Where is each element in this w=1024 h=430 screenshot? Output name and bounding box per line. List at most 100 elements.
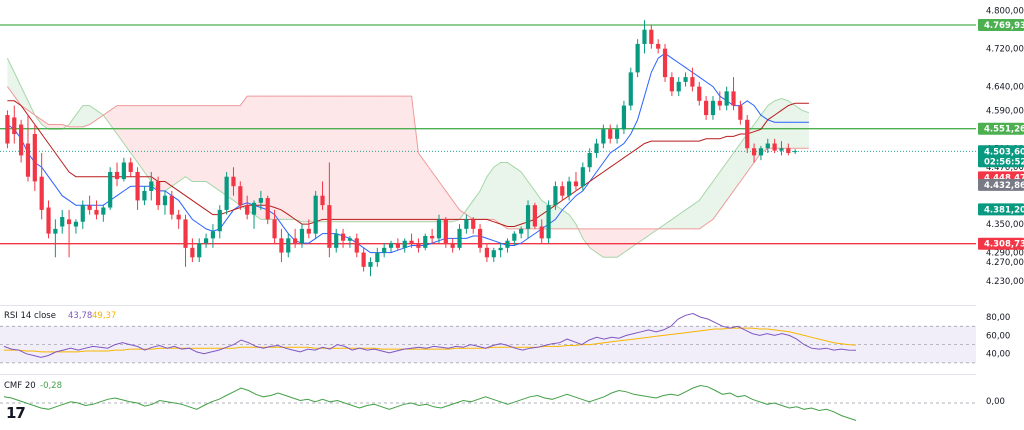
cloud-segment (103, 110, 111, 125)
price-label-subtext: 02:56:52 (984, 157, 1024, 167)
price-tick-label: 4.800,00 (986, 7, 1024, 17)
candle-body (108, 171, 113, 208)
candle-body (745, 119, 750, 149)
candle-body (704, 100, 709, 116)
candle-body (25, 143, 31, 177)
candle-body (12, 117, 17, 135)
candle-body (375, 252, 380, 263)
candle-body (409, 240, 414, 244)
candle-body (203, 238, 209, 244)
candle-body (786, 148, 791, 153)
candle-body (265, 198, 270, 220)
candle-body (416, 243, 421, 248)
candle-body (614, 129, 620, 139)
candle-body (340, 233, 346, 241)
cloud-segment (692, 200, 700, 229)
price-axis-labels: 4.769,93 4.551,26 4.308,73 4.503,6002:56:52… (978, 19, 1024, 250)
cloud-segment (486, 167, 494, 220)
cloud-segment (281, 96, 289, 220)
candle-body (484, 247, 490, 258)
candle-body (567, 181, 572, 196)
cloud-segment (493, 162, 501, 225)
cmf-line (3, 384, 857, 421)
level-label-text: 4.308,73 (984, 240, 1024, 250)
candle-body (32, 134, 37, 182)
cloud-segment (329, 96, 337, 222)
price-label-text: 4.432,86 (984, 181, 1024, 191)
cloud-segment (562, 209, 570, 229)
candle-body (128, 162, 133, 172)
rsi-panel: 80,00 60,00 40,00 (0, 312, 1010, 364)
candle-body (628, 72, 633, 106)
candle-body (169, 195, 174, 215)
cloud-segment (158, 105, 165, 191)
base-line (7, 100, 809, 227)
candle-body (73, 221, 79, 227)
candle-body (94, 209, 99, 215)
candle-body (142, 190, 147, 201)
horizontal-levels[interactable] (0, 24, 976, 245)
candle-body (39, 176, 44, 210)
level-label-text: 4.551,26 (984, 125, 1024, 135)
cloud-segment (151, 105, 159, 191)
candle-body (238, 186, 243, 206)
candle-body (197, 243, 202, 258)
cloud-segment (144, 105, 152, 182)
candle-body (601, 129, 606, 144)
candle-body (505, 240, 510, 248)
price-label-box (978, 203, 1024, 216)
candle-body (121, 162, 126, 180)
cloud-segment (75, 105, 83, 127)
price-tick-label: 4.270,00 (986, 258, 1024, 268)
cmf-zero-label: 0,00 (986, 397, 1005, 407)
candle-body (676, 81, 681, 92)
candle-body (793, 151, 798, 153)
candle-body (751, 148, 757, 156)
price-tick-label: 4.350,00 (986, 220, 1024, 230)
cloud-segment (473, 190, 481, 220)
candle-body (587, 153, 592, 168)
cloud-segment (363, 96, 371, 222)
candle-body (519, 228, 524, 234)
candle-body (231, 176, 236, 187)
cloud-segment (349, 96, 357, 222)
candle-body (354, 238, 359, 253)
candle-body (471, 219, 476, 229)
candle-body (183, 219, 188, 248)
candle-body (560, 186, 565, 196)
candle-body (772, 143, 777, 151)
cloud-segment (82, 105, 90, 127)
candle-body (662, 48, 668, 78)
candle-body (306, 228, 311, 234)
candle-body (320, 195, 325, 206)
ichimoku-cloud (6, 57, 810, 258)
candle-body (642, 29, 647, 44)
cloud-segment (14, 72, 22, 106)
cmf-title: CMF 20 (4, 381, 36, 391)
candle-body (156, 181, 161, 206)
candle-body (60, 217, 65, 227)
candle-body (430, 235, 435, 239)
cloud-segment (41, 119, 49, 130)
cloud-segment (466, 200, 474, 220)
rsi-value: 43,78 (68, 311, 92, 321)
cloud-segment (288, 96, 296, 220)
cloud-segment (644, 228, 652, 239)
candle-body (382, 247, 387, 253)
candle-body (224, 176, 229, 210)
cloud-segment (397, 96, 405, 222)
candle-body (779, 148, 784, 151)
price-label-text: 4.503,60 (984, 147, 1024, 157)
candle-body (423, 235, 428, 248)
cloud-segment (130, 105, 138, 163)
price-tick-label: 4.640,00 (986, 83, 1024, 93)
cloud-segment (301, 96, 309, 222)
candle-body (272, 219, 277, 239)
cloud-segment (404, 96, 412, 222)
candle-body (697, 86, 702, 101)
rsi-title: RSI 14 close (4, 311, 56, 321)
tradingview-logo-icon[interactable]: 17 (6, 404, 26, 422)
price-tick-label: 4.230,00 (986, 277, 1024, 287)
candle-body (464, 219, 469, 229)
